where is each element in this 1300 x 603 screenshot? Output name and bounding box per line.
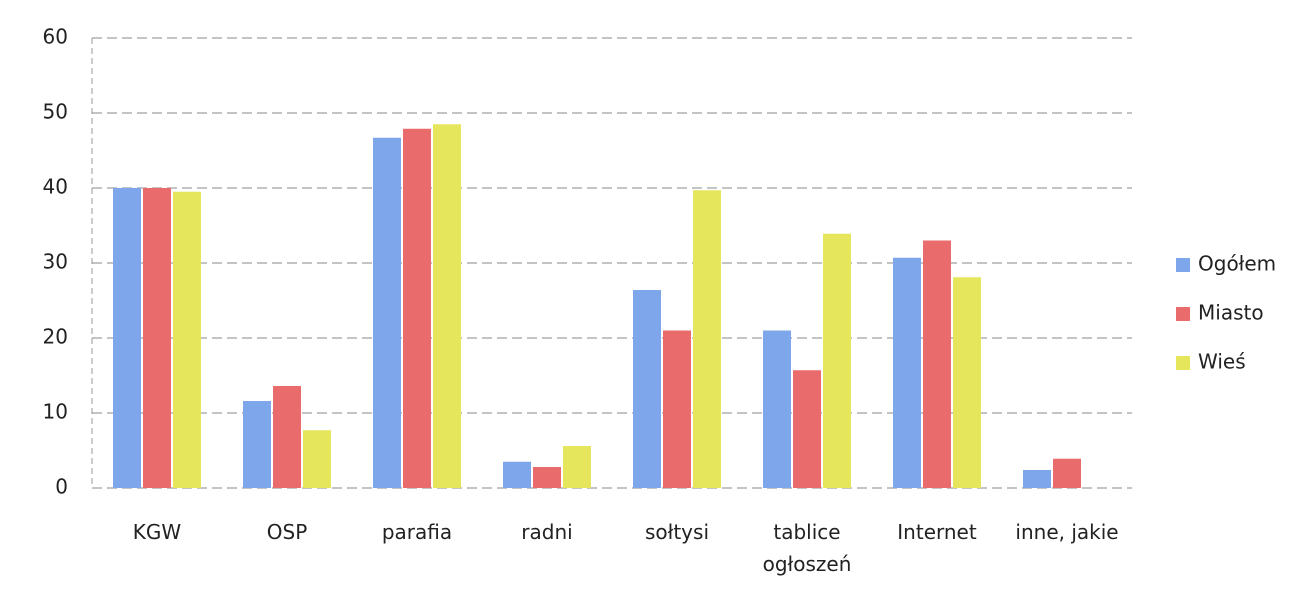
x-tick-label: parafia [381, 520, 453, 544]
legend-label: Wieś [1198, 350, 1246, 374]
bar [433, 124, 461, 488]
bar [273, 386, 301, 488]
x-tick-label: sołtysi [645, 520, 709, 544]
bar [173, 191, 201, 488]
bar [1023, 470, 1051, 488]
bar [403, 128, 431, 488]
y-tick-label: 30 [43, 250, 68, 274]
bar [1053, 458, 1081, 488]
y-tick-label: 10 [43, 400, 68, 424]
bar [793, 370, 821, 488]
bar [633, 290, 661, 488]
bar [503, 461, 531, 488]
legend-label: Ogółem [1198, 252, 1276, 276]
bar [923, 240, 951, 488]
x-tick-label: Internet [897, 520, 977, 544]
bar [533, 467, 561, 488]
x-tick-label: KGW [132, 520, 182, 544]
x-tick-label: radni [521, 520, 573, 544]
legend-label: Miasto [1198, 301, 1264, 325]
x-tick-label: OSP [266, 520, 308, 544]
bar [763, 330, 791, 488]
bar [563, 446, 591, 488]
y-tick-label: 60 [43, 25, 68, 49]
bar [663, 330, 691, 488]
legend-swatch [1176, 258, 1190, 272]
x-tick-label: inne, jakie [1015, 520, 1119, 544]
bar [823, 233, 851, 488]
bar [893, 257, 921, 488]
legend-swatch [1176, 356, 1190, 370]
bar [303, 430, 331, 488]
y-tick-label: 40 [43, 175, 68, 199]
bar [373, 137, 401, 488]
bar [953, 277, 981, 488]
bar [143, 188, 171, 488]
bar [113, 188, 141, 488]
x-tick-label: tablice ogłoszeń [762, 520, 852, 576]
legend-swatch [1176, 307, 1190, 321]
y-tick-label: 0 [55, 475, 68, 499]
y-tick-label: 50 [43, 100, 68, 124]
y-tick-label: 20 [43, 325, 68, 349]
bar [243, 401, 271, 488]
bar [693, 190, 721, 488]
